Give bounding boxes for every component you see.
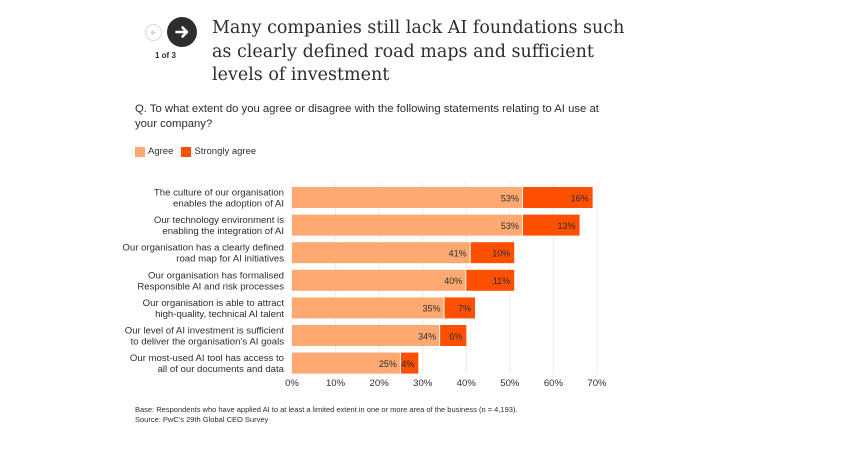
legend-swatch-strongly-agree bbox=[181, 146, 192, 157]
legend-label-agree: Agree bbox=[148, 146, 174, 157]
data-label-agree: 25% bbox=[379, 359, 397, 369]
category-label: Our level of AI investment is sufficient… bbox=[125, 326, 285, 348]
data-label-agree: 53% bbox=[501, 193, 519, 203]
category-label-line: Responsible AI and risk processes bbox=[137, 281, 284, 292]
next-button[interactable] bbox=[167, 17, 197, 47]
data-label-agree: 53% bbox=[501, 221, 519, 231]
footnote: Base: Respondents who have applied AI to… bbox=[135, 405, 518, 424]
bar-strongly-agree bbox=[444, 297, 475, 319]
category-label-line: to deliver the organisation’s AI goals bbox=[131, 337, 285, 348]
bar-strongly-agree bbox=[522, 187, 593, 208]
category-label-line: Our organisation has formalised bbox=[148, 270, 284, 281]
x-tick-label: 30% bbox=[413, 378, 433, 389]
data-label-agree: 41% bbox=[449, 249, 467, 259]
arrow-left-icon bbox=[150, 29, 156, 36]
bar-agree bbox=[292, 187, 522, 208]
slide-counter: 1 of 3 bbox=[155, 51, 176, 60]
page-title: Many companies still lack AI foundations… bbox=[212, 18, 625, 85]
category-label-line: all of our documents and data bbox=[158, 364, 285, 375]
category-label-line: Our technology environment is bbox=[154, 215, 284, 226]
data-label-agree: 40% bbox=[444, 276, 462, 286]
x-tick-label: 40% bbox=[457, 378, 477, 389]
footnote-base: Base: Respondents who have applied AI to… bbox=[135, 405, 518, 414]
legend-label-strongly-agree: Strongly agree bbox=[194, 146, 257, 157]
data-label-strongly-agree: 10% bbox=[492, 249, 510, 259]
category-label: The culture of our organisation enables t… bbox=[154, 188, 284, 210]
category-label-line: Our organisation is able to attract bbox=[143, 298, 285, 309]
bar-strongly-agree bbox=[440, 325, 467, 346]
data-label-agree: 35% bbox=[422, 304, 440, 314]
category-label-line: Our organisation has a clearly defined bbox=[122, 243, 284, 254]
survey-question: Q. To what extent do you agree or disagr… bbox=[135, 103, 599, 130]
bar-strongly-agree bbox=[466, 269, 515, 291]
legend-item-strongly-agree: Strongly agree bbox=[181, 146, 256, 157]
previous-button[interactable] bbox=[145, 24, 162, 41]
bar-agree bbox=[292, 214, 522, 236]
bar-agree bbox=[292, 297, 444, 319]
x-tick-label: 60% bbox=[544, 378, 564, 389]
category-label-line: Our level of AI investment is sufficient bbox=[125, 326, 285, 337]
x-tick-label: 50% bbox=[500, 378, 520, 389]
data-label-strongly-agree: 13% bbox=[558, 221, 576, 231]
category-label: Our most-used AI tool has access to all o… bbox=[130, 353, 285, 375]
bar-agree bbox=[292, 269, 466, 291]
x-tick-label: 0% bbox=[285, 378, 299, 389]
bar-strongly-agree bbox=[522, 214, 580, 236]
legend-swatch-agree bbox=[135, 146, 145, 157]
bar-agree bbox=[292, 325, 440, 346]
data-label-strongly-agree: 16% bbox=[571, 193, 589, 203]
x-tick-label: 70% bbox=[587, 378, 607, 389]
bar-agree bbox=[292, 242, 470, 264]
category-label-line: enables the adoption of AI bbox=[173, 199, 284, 210]
category-label-line: high-quality, technical AI talent bbox=[155, 309, 284, 320]
arrow-right-icon bbox=[175, 26, 189, 38]
data-label-strongly-agree: 7% bbox=[458, 304, 471, 314]
category-label: Our organisation has formalised Responsib… bbox=[137, 270, 284, 292]
bar-strongly-agree bbox=[470, 242, 515, 264]
category-label-line: road map for AI initiatives bbox=[176, 254, 284, 265]
bar-strongly-agree bbox=[400, 352, 419, 374]
data-label-strongly-agree: 4% bbox=[401, 359, 414, 369]
category-label-line: The culture of our organisation bbox=[154, 188, 284, 199]
data-label-strongly-agree: 11% bbox=[493, 276, 510, 286]
category-label: Our organisation has a clearly defined ro… bbox=[122, 243, 284, 265]
category-label: Our organisation is able to attract high-… bbox=[143, 298, 285, 320]
x-tick-label: 10% bbox=[326, 378, 346, 389]
legend-item-agree: Agree bbox=[135, 146, 173, 157]
category-label-line: Our most-used AI tool has access to bbox=[130, 353, 284, 364]
bar-agree bbox=[292, 352, 400, 374]
category-label: Our technology environment is enabling th… bbox=[154, 215, 284, 237]
category-label-line: enabling the integration of AI bbox=[162, 226, 284, 237]
x-tick-label: 20% bbox=[370, 378, 390, 389]
data-label-strongly-agree: 6% bbox=[449, 331, 462, 341]
footnote-source: Source: PwC’s 29th Global CEO Survey bbox=[135, 414, 269, 424]
legend: Agree Strongly agree bbox=[135, 146, 264, 157]
slide-navigation: 1 of 3 bbox=[143, 17, 203, 67]
data-label-agree: 34% bbox=[418, 331, 436, 341]
